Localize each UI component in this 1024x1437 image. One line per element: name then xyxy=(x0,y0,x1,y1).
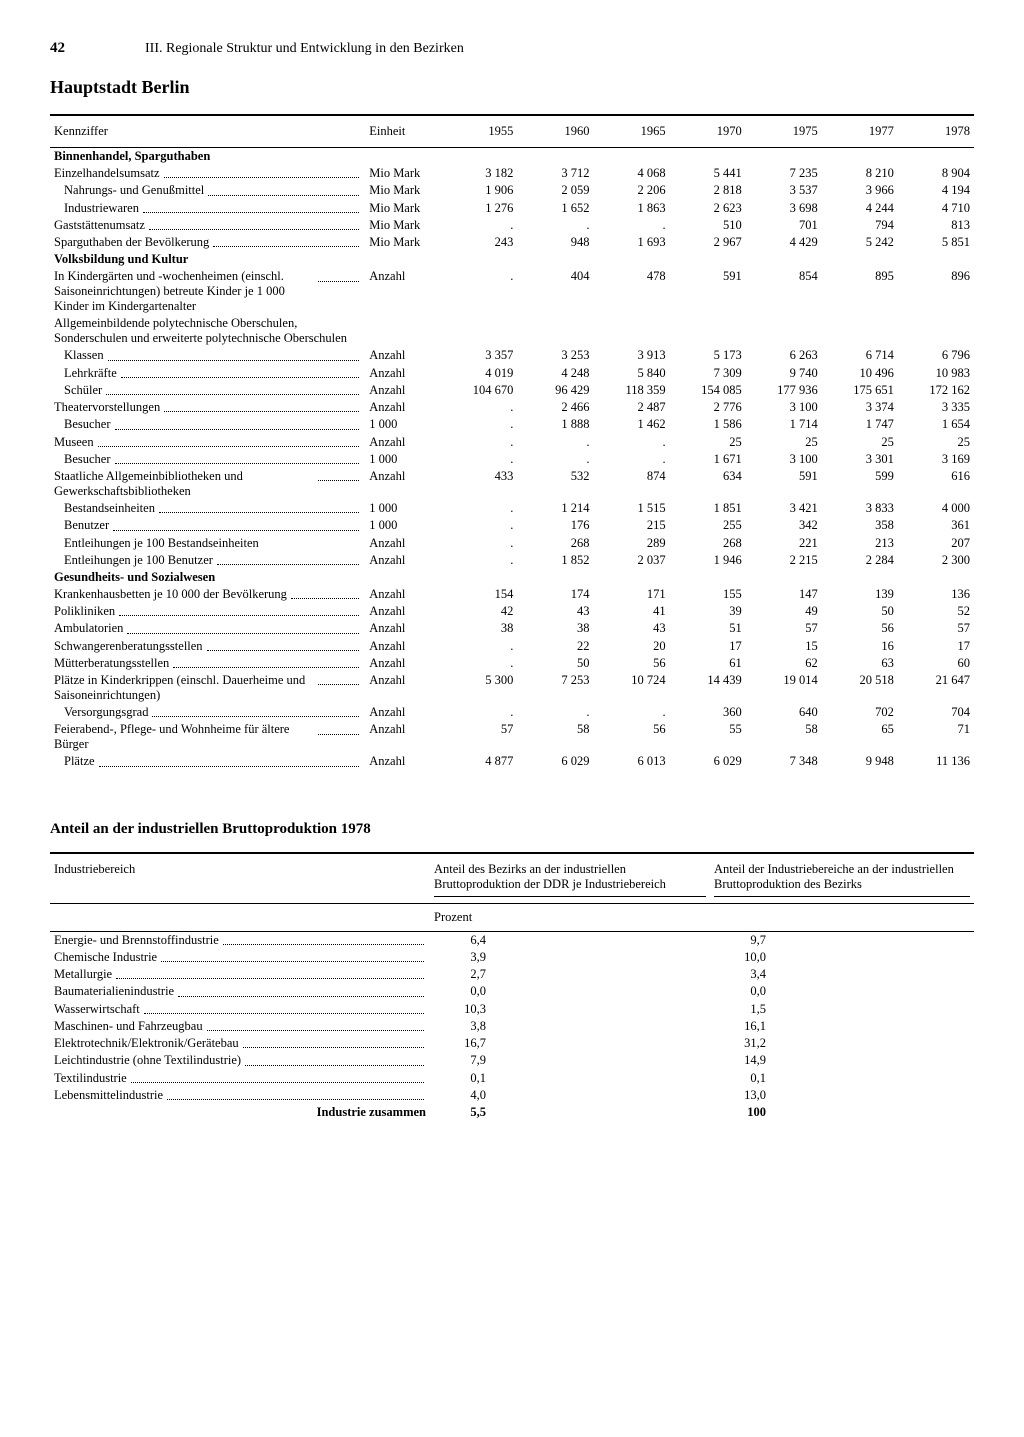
table-row: Leichtindustrie (ohne Textilindustrie)7,… xyxy=(50,1052,974,1069)
col-year: 1978 xyxy=(898,118,974,145)
table-row: Plätze in Kinderkrippen (einschl. Dauerh… xyxy=(50,672,974,704)
table-row: Besucher1 000...1 6713 1003 3013 169 xyxy=(50,451,974,468)
section-head: Binnenhandel, Sparguthaben xyxy=(50,148,974,166)
table-row: TheatervorstellungenAnzahl.2 4662 4872 7… xyxy=(50,399,974,416)
table-row: Staatliche Allgemeinbibliotheken und Gew… xyxy=(50,468,974,500)
table-row: Besucher1 000.1 8881 4621 5861 7141 7471… xyxy=(50,416,974,433)
table-row: Chemische Industrie3,910,0 xyxy=(50,949,974,966)
region-title: Hauptstadt Berlin xyxy=(50,77,974,98)
col-year: 1975 xyxy=(746,118,822,145)
table-row: Entleihungen je 100 BestandseinheitenAnz… xyxy=(50,535,974,552)
table-row: LehrkräfteAnzahl4 0194 2485 8407 3099 74… xyxy=(50,365,974,382)
table-row: Baumaterialienindustrie0,00,0 xyxy=(50,983,974,1000)
table-row: Feierabend-, Pflege- und Wohnheime für ä… xyxy=(50,721,974,753)
col-year: 1977 xyxy=(822,118,898,145)
table-row: SchwangerenberatungsstellenAnzahl.222017… xyxy=(50,638,974,655)
table-row: PlätzeAnzahl4 8776 0296 0136 0297 3489 9… xyxy=(50,753,974,770)
table-row: VersorgungsgradAnzahl...360640702704 xyxy=(50,704,974,721)
col-year: 1955 xyxy=(441,118,517,145)
table-row: EinzelhandelsumsatzMio Mark3 1823 7124 0… xyxy=(50,165,974,182)
page-number: 42 xyxy=(50,40,65,57)
share-table: Industriebereich Anteil des Bezirks an d… xyxy=(50,852,974,1122)
table-row: Krankenhausbetten je 10 000 der Bevölker… xyxy=(50,586,974,603)
table-row: GaststättenumsatzMio Mark...510701794813 xyxy=(50,217,974,234)
table-row: Benutzer1 000.176215255342358361 xyxy=(50,517,974,534)
table-row: AmbulatorienAnzahl38384351575657 xyxy=(50,620,974,637)
kennziffer-table: Kennziffer Einheit 1955 1960 1965 1970 1… xyxy=(50,114,974,771)
table-row: Metallurgie2,73,4 xyxy=(50,966,974,983)
table-row: MuseenAnzahl...25252525 xyxy=(50,434,974,451)
chapter-title: III. Regionale Struktur und Entwicklung … xyxy=(145,41,464,57)
col-einheit: Einheit xyxy=(365,118,441,145)
table-row: PoliklinikenAnzahl42434139495052 xyxy=(50,603,974,620)
table-row: Energie- und Brennstoffindustrie6,49,7 xyxy=(50,931,974,949)
unit-prozent: Prozent xyxy=(430,903,974,931)
table-row: Wasserwirtschaft10,31,5 xyxy=(50,1001,974,1018)
col-year: 1970 xyxy=(670,118,746,145)
col-year: 1965 xyxy=(594,118,670,145)
table-row: Nahrungs- und GenußmittelMio Mark1 9062 … xyxy=(50,182,974,199)
table-row: Sparguthaben der BevölkerungMio Mark2439… xyxy=(50,234,974,251)
col-sector: Industriebereich xyxy=(50,856,430,904)
section-head: Volksbildung und Kultur xyxy=(50,251,974,268)
share-title: Anteil an der industriellen Bruttoproduk… xyxy=(50,821,974,838)
table-row: IndustriewarenMio Mark1 2761 6521 8632 6… xyxy=(50,200,974,217)
table-row: Entleihungen je 100 BenutzerAnzahl.1 852… xyxy=(50,552,974,569)
section-head: Gesundheits- und Sozialwesen xyxy=(50,569,974,586)
page-header: 42 III. Regionale Struktur und Entwicklu… xyxy=(50,40,974,57)
table-row: Elektrotechnik/Elektronik/Gerätebau16,73… xyxy=(50,1035,974,1052)
table-row: Textilindustrie0,10,1 xyxy=(50,1070,974,1087)
total-row: Industrie zusammen5,5100 xyxy=(50,1104,974,1121)
table-row: In Kindergärten und -wochenheimen (einsc… xyxy=(50,268,974,315)
col-share-ddr: Anteil des Bezirks an der industriellen … xyxy=(430,856,710,904)
col-share-bezirk: Anteil der Industriebereiche an der indu… xyxy=(710,856,974,904)
col-year: 1960 xyxy=(517,118,593,145)
table-row: Lebensmittelindustrie4,013,0 xyxy=(50,1087,974,1104)
table-row: Bestandseinheiten1 000.1 2141 5151 8513 … xyxy=(50,500,974,517)
table-row: KlassenAnzahl3 3573 2533 9135 1736 2636 … xyxy=(50,347,974,364)
col-kennziffer: Kennziffer xyxy=(50,118,365,145)
table-row: Allgemeinbildende polytechnische Obersch… xyxy=(50,315,974,347)
table-row: Maschinen- und Fahrzeugbau3,816,1 xyxy=(50,1018,974,1035)
table-row: MütterberatungsstellenAnzahl.50566162636… xyxy=(50,655,974,672)
table-row: SchülerAnzahl104 67096 429118 359154 085… xyxy=(50,382,974,399)
